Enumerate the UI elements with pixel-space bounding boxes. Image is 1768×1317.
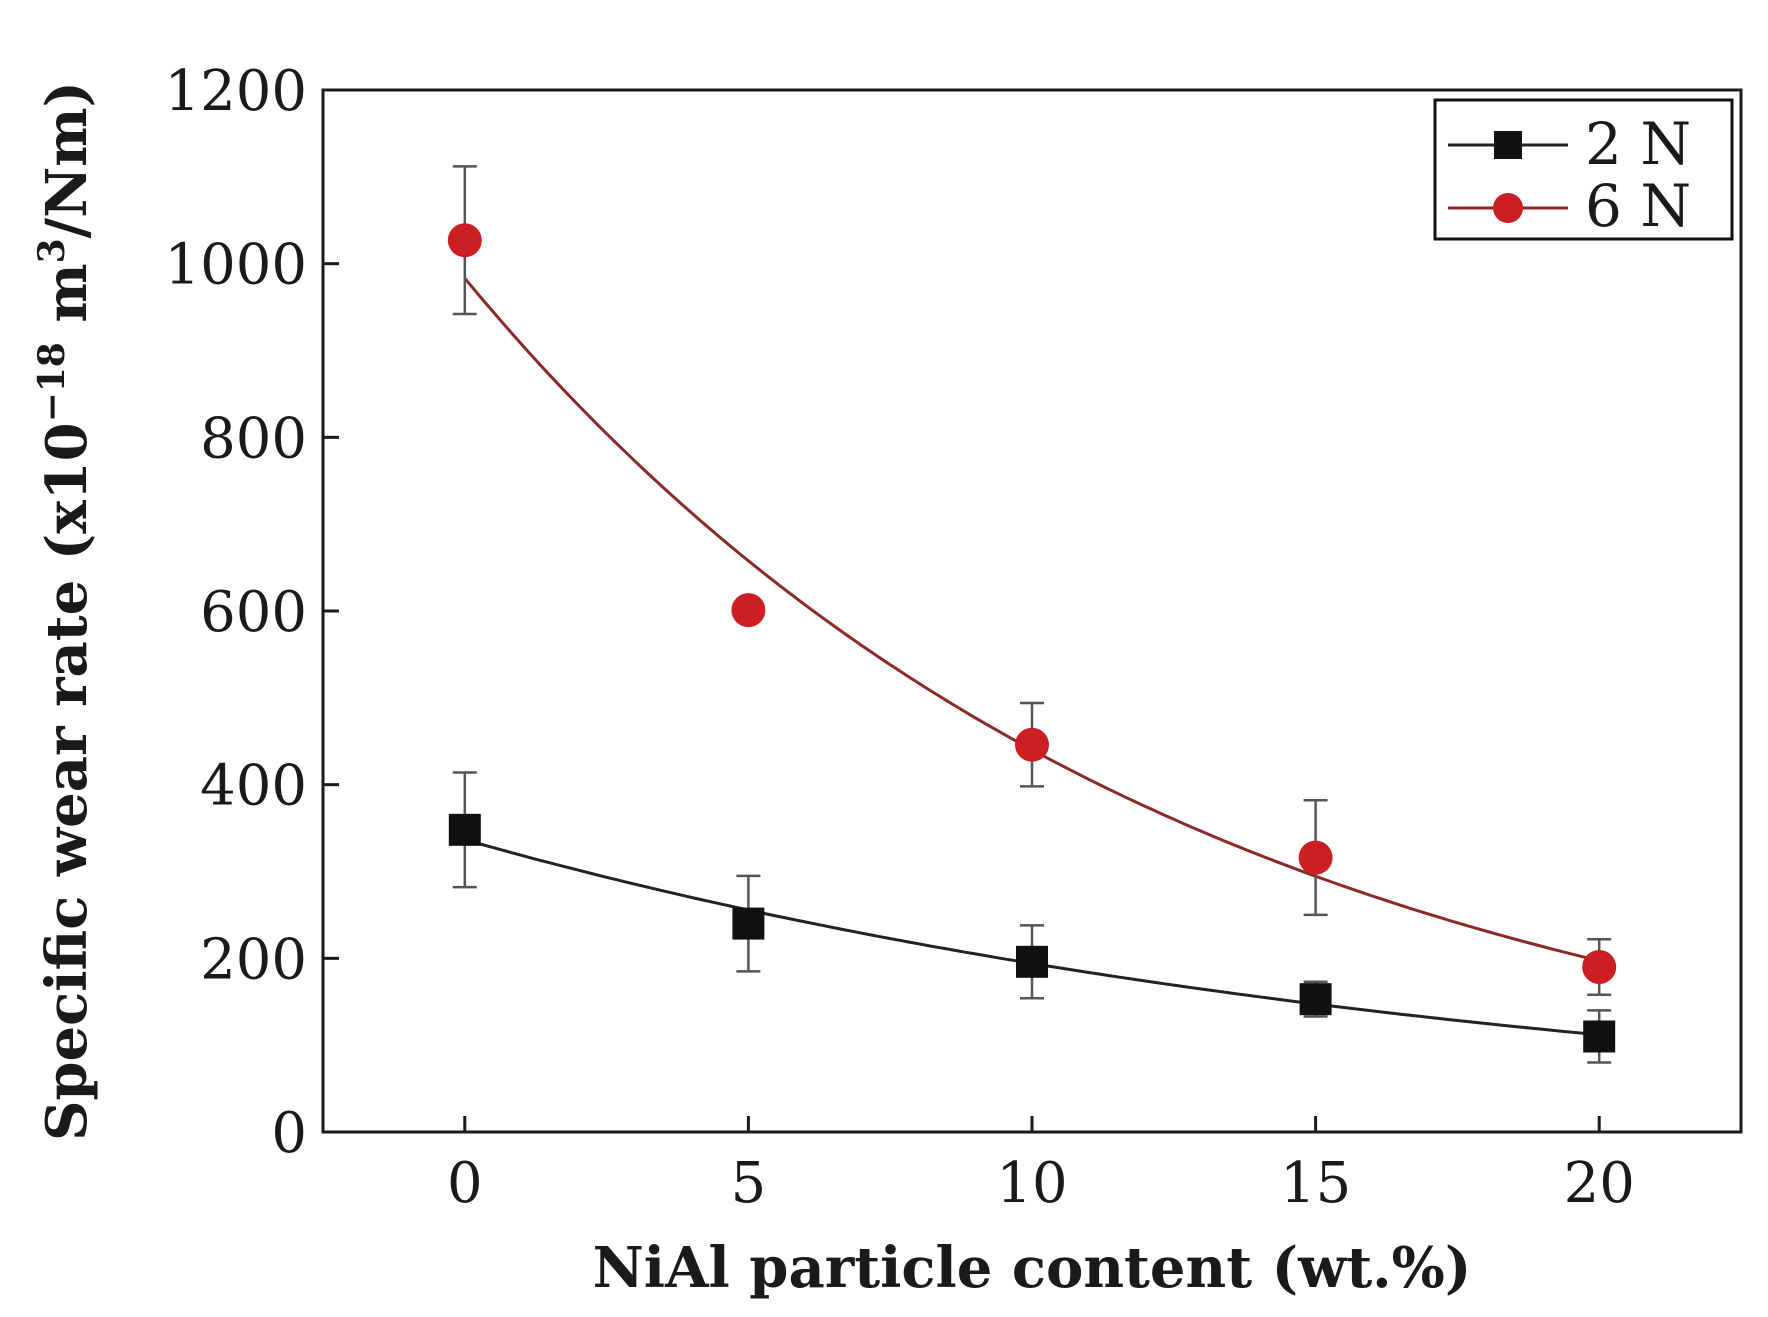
y-axis-title: Specific wear rate (x10−18 m3/Nm): [31, 81, 100, 1141]
series-2n: [448, 771, 1616, 1064]
data-point-6n: [1015, 727, 1049, 762]
x-axis-title: NiAl particle content (wt.%): [593, 1235, 1472, 1301]
y-tick-label: 600: [200, 580, 307, 645]
y-tick-label: 0: [271, 1101, 307, 1166]
x-tick-label: 10: [996, 1151, 1067, 1216]
y-axis-title-tail: /Nm): [34, 81, 100, 238]
legend-label-2n: 2 N: [1585, 110, 1691, 178]
y-axis-title-unit-exponent: 3: [31, 238, 73, 263]
data-point-6n: [1298, 840, 1333, 875]
data-point-2n: [1299, 983, 1332, 1016]
series-6n: [447, 165, 1617, 997]
y-tick-label: 200: [200, 927, 307, 992]
x-tick-label: 0: [447, 1151, 483, 1216]
data-point-6n: [447, 223, 482, 258]
data-point-2n: [732, 907, 765, 940]
data-point-6n: [1582, 950, 1617, 985]
y-axis-title-main: Specific wear rate (x10: [34, 422, 100, 1141]
legend-marker-6n: [1493, 193, 1523, 223]
series-line-6n: [463, 277, 1600, 963]
legend-marker-2n: [1494, 131, 1522, 159]
x-tick-label: 5: [731, 1151, 767, 1216]
x-tick-label: 15: [1280, 1151, 1351, 1216]
x-axis: 0 5 10 15 20: [447, 1116, 1635, 1216]
legend-box: [1433, 98, 1734, 241]
legend: 2 N 6 N: [1433, 98, 1734, 241]
legend-label-6n: 6 N: [1585, 172, 1691, 240]
data-point-6n: [731, 593, 766, 628]
data-point-2n: [448, 813, 481, 846]
data-point-2n: [1016, 945, 1048, 978]
series-layer: [447, 165, 1617, 1064]
y-axis: 0 200 400 600 800 1000 1200: [164, 59, 339, 1166]
y-axis-title-exponent: −18: [31, 342, 73, 422]
y-axis-title-unit: m: [34, 263, 100, 342]
y-tick-label: 800: [200, 406, 307, 471]
y-tick-label: 400: [200, 754, 307, 819]
y-tick-label: 1000: [164, 233, 307, 298]
x-tick-label: 20: [1564, 1151, 1635, 1216]
data-point-2n: [1583, 1020, 1616, 1053]
y-tick-label: 1200: [164, 59, 307, 124]
